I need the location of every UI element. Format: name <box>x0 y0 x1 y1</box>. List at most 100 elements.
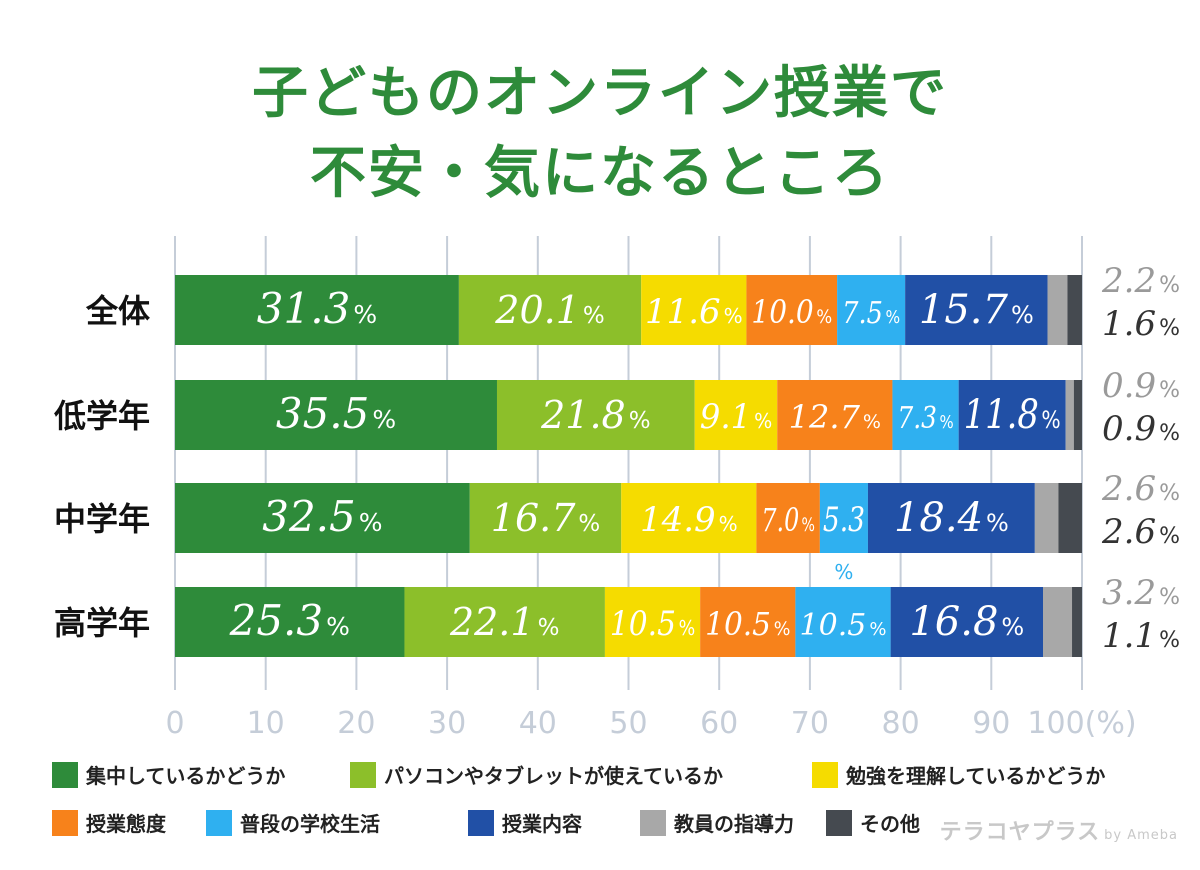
bar-data-label-unit: % <box>801 514 814 536</box>
legend-swatch <box>826 809 852 836</box>
x-tick-label: 80 <box>882 706 920 741</box>
x-tick-label: 70 <box>791 706 829 741</box>
chart-title-line2: 不安・気になるところ <box>310 141 890 206</box>
legend-label: 授業態度 <box>86 812 166 836</box>
legend-item: その他 <box>826 808 920 837</box>
bar-data-label-unit: % <box>372 405 396 434</box>
bar-segment <box>604 587 701 657</box>
bar-segment <box>496 380 695 450</box>
legend-item: 授業態度 <box>52 808 166 837</box>
bar-segment <box>1072 587 1082 657</box>
x-tick-label: 100(%) <box>1027 706 1136 741</box>
legend-item: 勉強を理解しているかどうか <box>812 760 1105 789</box>
legend-swatch <box>350 761 376 788</box>
bar-data-label-unit: % <box>629 408 651 434</box>
bar-segment <box>1065 380 1074 450</box>
outside-data-label: 1.6% <box>1102 304 1180 344</box>
bar-data-label-unit: % <box>359 508 383 537</box>
bar-data-label: 31.3% <box>257 284 377 333</box>
outside-data-label-unit: % <box>1159 273 1180 298</box>
category-label: 中学年 <box>54 500 150 538</box>
bar-segment <box>1047 275 1068 345</box>
bar-segment <box>756 483 820 553</box>
legend-label: 普段の学校生活 <box>240 812 380 836</box>
legend-label: パソコンやタブレットが使えているか <box>384 764 723 788</box>
x-tick-label: 90 <box>972 706 1010 741</box>
bar-data-label-unit: % <box>326 612 350 641</box>
bar-data-label-unit: % <box>863 411 881 433</box>
bar-data-label-unit: % <box>583 303 605 329</box>
bar-data-label-unit: % <box>816 306 832 328</box>
bar-data-label-unit: % <box>986 509 1009 537</box>
bar-data-label-unit: % <box>679 616 696 640</box>
bar-data-label: 32.5% <box>262 492 382 541</box>
outside-data-label-unit: % <box>1159 481 1180 506</box>
bar-segment <box>404 587 605 657</box>
outside-data-label-unit: % <box>1159 421 1180 446</box>
legend-swatch <box>640 809 666 836</box>
bar-data-label-unit: % <box>774 618 791 640</box>
bar-segment <box>795 587 891 657</box>
bar-segment <box>458 275 642 345</box>
legend-label: 教員の指導力 <box>674 812 794 836</box>
legend-swatch <box>468 809 494 836</box>
watermark-by-text: by Ameba <box>1104 828 1178 843</box>
bar-data-label-unit: % <box>1011 301 1034 329</box>
bar-segment <box>1042 587 1073 657</box>
category-label: 高学年 <box>54 604 150 642</box>
bar-segment <box>837 275 906 345</box>
bar-data-label: 16.8% <box>909 599 1024 645</box>
legend-label: 勉強を理解しているかどうか <box>846 764 1106 788</box>
bar-data-label-unit: % <box>869 619 886 640</box>
legend-item: パソコンやタブレットが使えているか <box>350 760 723 789</box>
bar-data-label: 25.3% <box>229 596 350 645</box>
bar-segment <box>890 587 1043 657</box>
bar-segment <box>175 483 470 553</box>
watermark-logo: テラコヤプラス by Ameba <box>940 814 1178 846</box>
legend-label: その他 <box>860 812 920 836</box>
outside-data-label: 0.9% <box>1102 409 1180 449</box>
legend-item: 教員の指導力 <box>640 808 794 837</box>
chart-title-line1: 子どものオンライン授業で <box>252 61 948 126</box>
bar-data-label-unit: % <box>538 615 560 641</box>
legend-item: 授業内容 <box>468 808 582 837</box>
outside-data-label: 3.2% <box>1102 573 1180 613</box>
category-label: 低学年 <box>54 397 150 435</box>
x-tick-label: 40 <box>519 706 557 741</box>
outside-data-label: 2.6% <box>1101 469 1180 509</box>
bar-segment <box>777 380 893 450</box>
bar-data-label: 5.3 <box>823 500 865 540</box>
outside-data-label: 0.9% <box>1102 366 1180 406</box>
bar-segment <box>819 483 868 553</box>
x-tick-label: 10 <box>247 706 285 741</box>
watermark-text: テラコヤプラス <box>939 820 1101 845</box>
bar-data-label-unit: % <box>719 512 738 536</box>
outside-data-label-unit: % <box>1159 628 1180 653</box>
bar-data-label-unit: % <box>754 409 772 433</box>
x-tick-label: 0 <box>165 706 184 741</box>
bar-segment <box>469 483 622 553</box>
legend-item: 普段の学校生活 <box>206 808 380 837</box>
x-tick-label: 20 <box>337 706 375 741</box>
bar-segment <box>621 483 757 553</box>
legend-label: 授業内容 <box>502 812 582 836</box>
outside-data-label-unit: % <box>1159 316 1180 341</box>
bar-segment <box>905 275 1048 345</box>
outside-data-label: 1.1% <box>1102 616 1180 656</box>
x-tick-label: 60 <box>700 706 738 741</box>
x-tick-label: 50 <box>609 706 647 741</box>
bar-data-label: 21.8% <box>540 393 650 437</box>
legend-swatch <box>206 809 232 836</box>
bar-segment <box>958 380 1066 450</box>
bar-segment <box>175 587 405 657</box>
bar-segment <box>700 587 796 657</box>
legend-label: 集中しているかどうか <box>86 764 286 788</box>
legend-swatch <box>52 761 78 788</box>
bar-data-label-unit: % <box>939 412 953 433</box>
outside-data-label: 2.2% <box>1101 261 1180 301</box>
bar-data-label-unit: % <box>1041 406 1060 434</box>
legend-item: 集中しているかどうか <box>52 760 285 789</box>
bar-segment <box>175 380 497 450</box>
bar-segment <box>1034 483 1059 553</box>
